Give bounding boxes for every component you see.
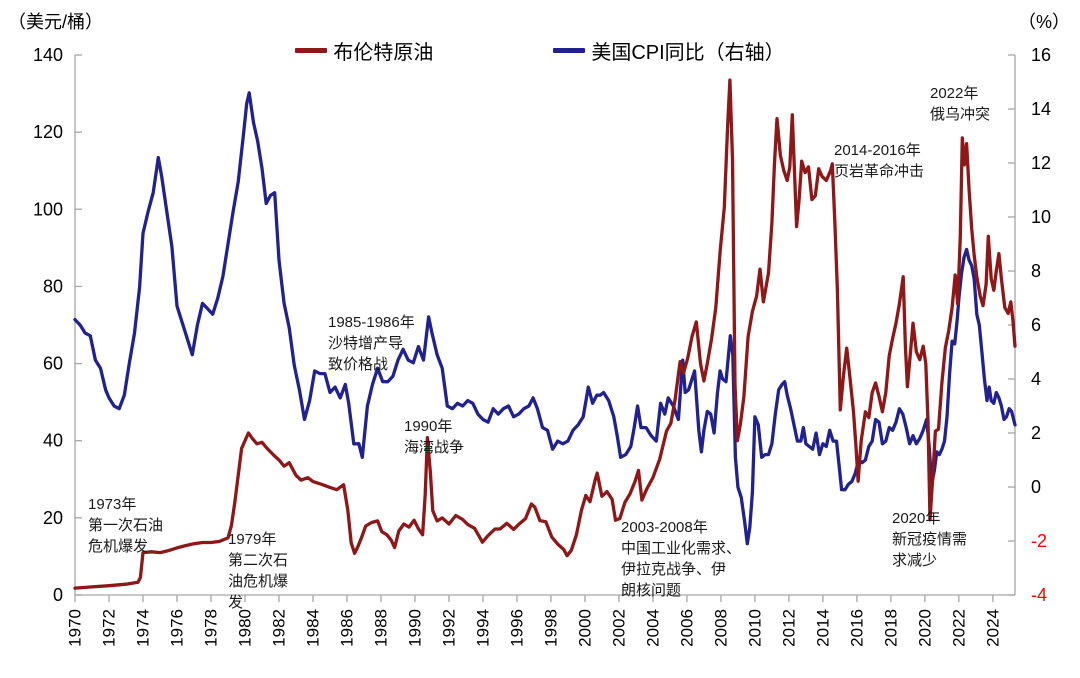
x-axis-tick-label: 2004 — [643, 609, 662, 647]
left-axis-tick-label: 140 — [33, 45, 63, 65]
left-axis-tick-label: 120 — [33, 122, 63, 142]
right-axis-tick-label: -4 — [1031, 585, 1047, 605]
x-axis-tick-label: 2014 — [813, 609, 832, 647]
x-axis-tick-label: 1974 — [133, 609, 152, 647]
x-axis-tick-label: 2006 — [677, 609, 696, 647]
event-annotation: 2014-2016年页岩革命冲击 — [834, 142, 924, 180]
event-annotation: 2022年俄乌冲突 — [930, 85, 990, 123]
event-annotation: 2020年新冠疫情需求减少 — [892, 510, 967, 569]
x-axis-tick-label: 2012 — [779, 609, 798, 647]
left-axis-tick-label: 0 — [53, 585, 63, 605]
event-annotation: 2003-2008年中国工业化需求、伊拉克战争、伊朗核问题 — [621, 519, 741, 599]
x-axis-tick-label: 2022 — [949, 609, 968, 647]
x-axis-tick-label: 2016 — [847, 609, 866, 647]
x-axis-tick-label: 2008 — [711, 609, 730, 647]
x-axis-tick-label: 1992 — [439, 609, 458, 647]
x-axis-tick-label: 2002 — [609, 609, 628, 647]
event-annotation: 1973年第一次石油危机爆发 — [88, 496, 163, 555]
x-axis-tick-label: 1998 — [541, 609, 560, 647]
x-axis-tick-label: 2018 — [881, 609, 900, 647]
right-axis-tick-label: 4 — [1031, 369, 1041, 389]
left-axis-tick-label: 80 — [43, 276, 63, 296]
right-axis-unit-label: （%） — [1017, 12, 1070, 32]
x-axis-tick-label: 1970 — [66, 609, 85, 647]
left-axis-tick-label: 100 — [33, 199, 63, 219]
right-axis-tick-label: 8 — [1031, 261, 1041, 281]
x-axis-tick-label: 2020 — [915, 609, 934, 647]
x-axis-tick-label: 2010 — [745, 609, 764, 647]
x-axis-tick-label: 1996 — [507, 609, 526, 647]
right-axis-tick-label: 6 — [1031, 315, 1041, 335]
right-axis-tick-label: -2 — [1031, 531, 1047, 551]
brent-price-line — [73, 78, 1017, 590]
left-axis-tick-label: 40 — [43, 431, 63, 451]
event-annotation: 1979年第二次石油危机爆发 — [228, 531, 288, 611]
right-axis-tick-label: 16 — [1031, 45, 1051, 65]
event-annotation: 1985-1986年沙特增产导致价格战 — [328, 314, 415, 373]
x-axis-tick-label: 2000 — [575, 609, 594, 647]
right-axis-tick-label: 10 — [1031, 207, 1051, 227]
event-annotation: 1990年海湾战争 — [404, 418, 464, 456]
x-axis-tick-label: 1990 — [405, 609, 424, 647]
x-axis-tick-label: 1994 — [473, 609, 492, 647]
right-axis-tick-label: 0 — [1031, 477, 1041, 497]
right-axis-tick-label: 12 — [1031, 153, 1051, 173]
x-axis-tick-label: 1986 — [337, 609, 356, 647]
x-axis-tick-label: 1984 — [303, 609, 322, 647]
x-axis-tick-label: 1978 — [201, 609, 220, 647]
us-cpi-line — [73, 91, 1017, 546]
x-axis-tick-label: 2024 — [983, 609, 1002, 647]
x-axis-tick-label: 1972 — [99, 609, 118, 647]
left-axis-tick-label: 60 — [43, 354, 63, 374]
right-axis-tick-label: 14 — [1031, 99, 1051, 119]
x-axis-tick-label: 1980 — [235, 609, 254, 647]
x-axis-tick-label: 1982 — [269, 609, 288, 647]
left-axis-tick-label: 20 — [43, 508, 63, 528]
x-axis-tick-label: 1976 — [167, 609, 186, 647]
x-axis-tick-label: 1988 — [371, 609, 390, 647]
left-axis-unit-label: （美元/桶） — [8, 12, 104, 32]
right-axis-tick-label: 2 — [1031, 423, 1041, 443]
